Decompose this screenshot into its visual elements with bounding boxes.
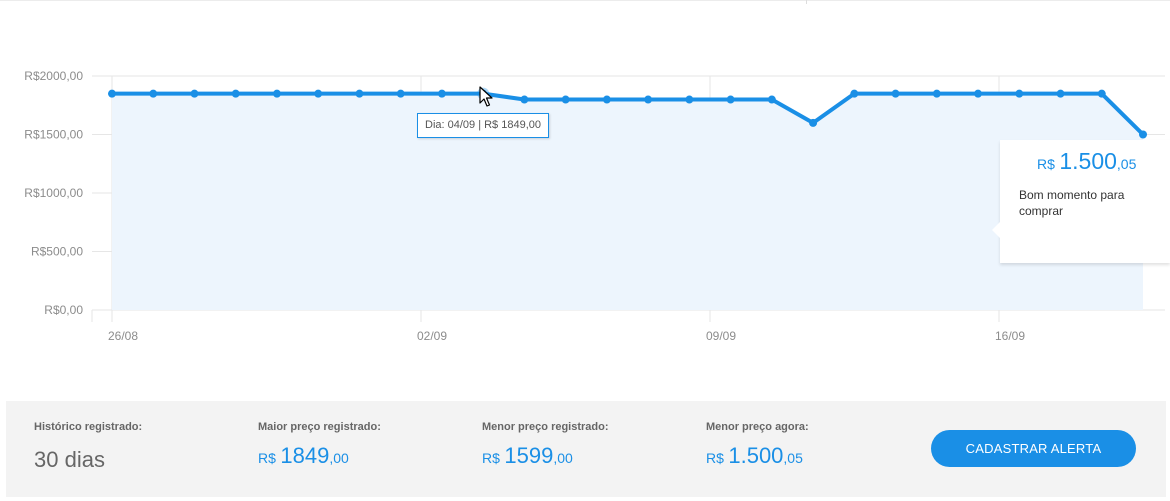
historico-label: Histórico registrado: (34, 421, 143, 433)
menor-preco-decimals: ,00 (553, 450, 573, 466)
price-point (1056, 89, 1065, 98)
price-point (932, 89, 941, 98)
price-point (850, 89, 859, 98)
price-point (108, 89, 116, 98)
badge-price: R$ 1.500,05 (1037, 148, 1136, 175)
stat-menor-preco-agora: Menor preço agora: R$ 1.500,05 (706, 421, 809, 469)
menor-agora-main: 1.500 (728, 443, 784, 468)
price-point (1139, 130, 1147, 139)
price-summary-panel: Histórico registrado: 30 dias Maior preç… (6, 401, 1166, 497)
price-point (644, 95, 653, 104)
price-point (231, 89, 240, 98)
current-price-badge: R$ 1.500,05 Bom momento para comprar (992, 140, 1170, 263)
menor-agora-label: Menor preço agora: (706, 421, 809, 433)
menor-agora-value: R$ 1.500,05 (706, 443, 809, 469)
price-point (1097, 89, 1106, 98)
price-point (1015, 89, 1024, 98)
chart-points (108, 87, 1147, 139)
x-tick-label: 26/08 (108, 329, 138, 343)
maior-preco-label: Maior preço registrado: (258, 421, 381, 433)
price-point (809, 118, 818, 127)
price-point (396, 89, 405, 98)
mouse-pointer-icon (479, 86, 493, 107)
badge-currency: R$ (1037, 156, 1055, 172)
price-line (110, 91, 1145, 137)
top-tick-mark (806, 0, 807, 4)
stat-historico: Histórico registrado: 30 dias (34, 421, 142, 473)
x-axis: 26/08 02/09 09/09 16/09 (108, 329, 1025, 343)
x-tick-label: 16/09 (995, 329, 1025, 343)
cadastrar-alerta-button[interactable]: CADASTRAR ALERTA (931, 430, 1136, 467)
maior-preco-decimals: ,00 (329, 450, 349, 466)
price-point (685, 95, 694, 104)
price-point (272, 89, 281, 98)
badge-price-main: 1.500 (1059, 148, 1117, 174)
badge-price-decimals: ,05 (1116, 156, 1137, 172)
y-tick-label: R$0,00 (44, 303, 83, 317)
price-point (602, 95, 611, 104)
x-tick-label: 09/09 (706, 329, 736, 343)
y-tick-label: R$2000,00 (24, 69, 83, 83)
menor-preco-label: Menor preço registrado: (482, 421, 609, 433)
price-point (190, 89, 199, 98)
badge-message: Bom momento para comprar (1019, 188, 1125, 218)
stat-maior-preco: Maior preço registrado: R$ 1849,00 (258, 421, 381, 469)
y-axis: R$0,00 R$500,00 R$1000,00 R$1500,00 R$2000,0… (24, 69, 83, 317)
y-tick-label: R$500,00 (31, 245, 83, 259)
price-point (726, 95, 735, 104)
price-history-chart: R$0,00 R$500,00 R$1000,00 R$1500,00 R$2000,0… (24, 69, 1165, 343)
menor-preco-currency: R$ (482, 450, 500, 466)
badge-pointer (992, 222, 1000, 238)
price-point (974, 89, 983, 98)
menor-agora-decimals: ,05 (783, 450, 803, 466)
price-point (891, 89, 900, 98)
price-point (561, 95, 570, 104)
tooltip-text: Dia: 04/09 | R$ 1849,00 (425, 119, 541, 131)
menor-agora-currency: R$ (706, 450, 724, 466)
maior-preco-main: 1849 (280, 443, 330, 468)
y-tick-label: R$1000,00 (24, 186, 83, 200)
menor-preco-main: 1599 (504, 443, 554, 468)
stat-menor-preco: Menor preço registrado: R$ 1599,00 (482, 421, 609, 469)
chart-line (110, 91, 1145, 137)
top-divider (0, 0, 1170, 1)
price-point (355, 89, 364, 98)
price-point (520, 95, 529, 104)
y-tick-label: R$1500,00 (24, 128, 83, 142)
price-point (314, 89, 323, 98)
price-point (437, 89, 446, 98)
chart-area (112, 93, 1143, 311)
chart-tooltip: Dia: 04/09 | R$ 1849,00 (417, 113, 549, 138)
price-point (149, 89, 158, 98)
price-area (112, 93, 1143, 311)
x-tick-label: 02/09 (417, 329, 447, 343)
price-point (767, 95, 776, 104)
maior-preco-value: R$ 1849,00 (258, 443, 381, 469)
historico-value: 30 dias (34, 447, 105, 472)
maior-preco-currency: R$ (258, 450, 276, 466)
menor-preco-value: R$ 1599,00 (482, 443, 609, 469)
